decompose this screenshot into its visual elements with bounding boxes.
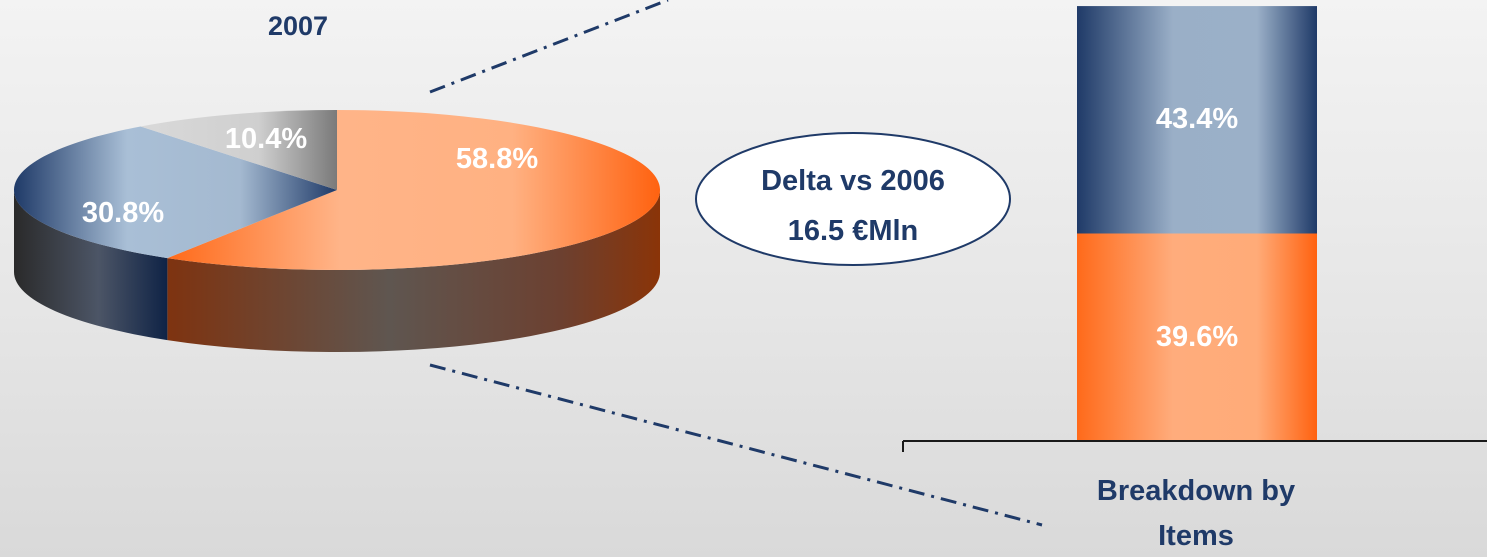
bar-label-orange: 39.6% bbox=[1156, 321, 1238, 353]
pie-label-blue: 30.8% bbox=[82, 197, 164, 229]
pie-slice-blue bbox=[13, 126, 338, 259]
pie-slice-gray bbox=[140, 110, 337, 190]
bar-segment-orange bbox=[1077, 233, 1317, 441]
connector-line-bottom bbox=[429, 363, 1043, 527]
pie-slice-orange bbox=[167, 110, 660, 270]
pie-label-gray: 10.4% bbox=[225, 123, 307, 155]
delta-callout: Delta vs 2006 16.5 €Mln bbox=[695, 132, 1011, 266]
pie-top-layer bbox=[13, 110, 660, 270]
bar-axis-label-line-1: Breakdown by bbox=[1097, 475, 1295, 507]
stacked-bar-chart: 39.6% 43.4% Breakdown by Items bbox=[902, 6, 1487, 552]
bar-segment-blue bbox=[1077, 6, 1317, 234]
bar-axis-label-line-2: Items bbox=[1158, 520, 1234, 552]
pie-side-orange bbox=[167, 190, 660, 352]
callout-ellipse bbox=[695, 132, 1011, 266]
pie-side-blue bbox=[14, 190, 168, 341]
bar-segment-layer: 39.6% 43.4% bbox=[1077, 6, 1317, 441]
pie-side-layer bbox=[14, 190, 660, 352]
callout-line-2: 16.5 €Mln bbox=[788, 215, 919, 247]
pie-title: 2007 bbox=[268, 11, 328, 41]
bar-label-blue: 43.4% bbox=[1156, 103, 1238, 135]
connector-line-top bbox=[429, 0, 669, 94]
pie-label-orange: 58.8% bbox=[456, 143, 538, 175]
callout-line-1: Delta vs 2006 bbox=[761, 165, 945, 197]
pie-chart: 2007 58.8% 30.8% 10.4% bbox=[13, 11, 660, 352]
pie-label-layer: 58.8% 30.8% 10.4% bbox=[82, 123, 538, 229]
